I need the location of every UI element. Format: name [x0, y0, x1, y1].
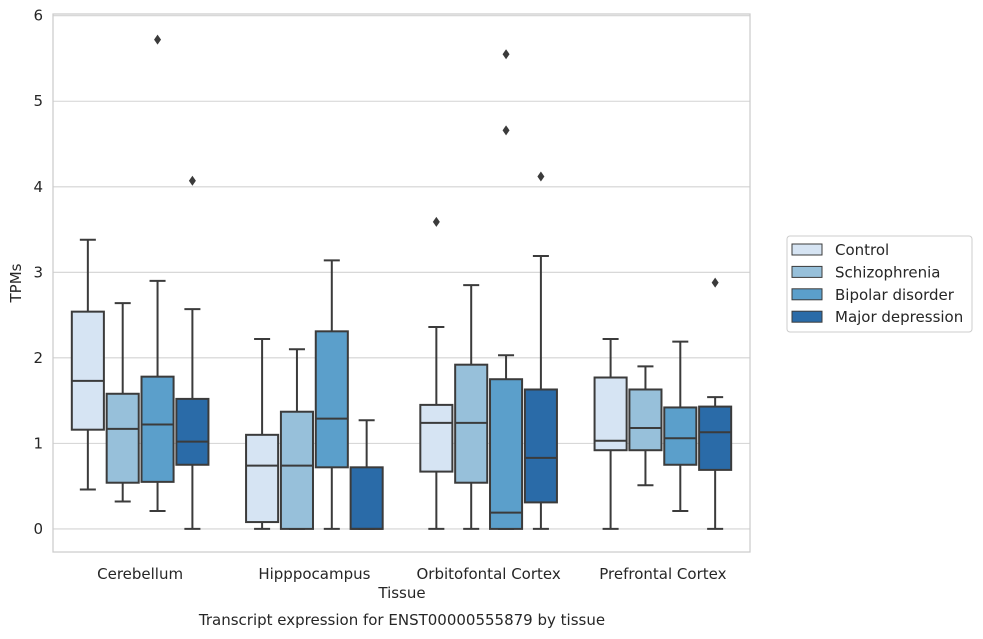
- y-tick-label: 6: [33, 7, 43, 25]
- box-major-depression: [523, 171, 558, 530]
- legend-item: Bipolar disorder: [791, 286, 955, 304]
- box-iqr: [489, 378, 524, 530]
- legend: Control Schizophrenia Bipolar disorder Majo…: [786, 235, 973, 333]
- outlier-point: [154, 34, 162, 45]
- legend-label: Schizophrenia: [835, 263, 940, 281]
- box-iqr: [314, 330, 349, 469]
- legend-label: Major depression: [835, 308, 963, 326]
- box-iqr: [175, 397, 210, 466]
- boxes: [70, 34, 733, 530]
- box-iqr: [628, 388, 663, 452]
- x-tick-label: Hipppocampus: [258, 565, 370, 583]
- box-iqr: [349, 466, 384, 530]
- box-control: [245, 338, 280, 530]
- box-iqr: [523, 388, 558, 504]
- x-tick-label: Orbitofontal Cortex: [417, 565, 561, 583]
- y-tick-label: 1: [33, 434, 43, 452]
- box-schizophrenia: [279, 348, 314, 530]
- y-tick-labels: 0 1 2 3 4 5 6: [33, 7, 43, 538]
- outlier-point: [502, 125, 510, 136]
- x-tick-label: Cerebellum: [97, 565, 183, 583]
- box-schizophrenia: [454, 284, 489, 530]
- legend-swatch: [791, 265, 823, 278]
- legend-label: Bipolar disorder: [835, 286, 955, 304]
- box-bipolar-disorder: [663, 340, 698, 512]
- y-tick-label: 5: [33, 92, 43, 110]
- box-iqr: [140, 375, 175, 483]
- box-control: [419, 216, 454, 530]
- x-tick-label: Prefrontal Cortex: [599, 565, 726, 583]
- plot-area-frame: [52, 13, 751, 553]
- box-control: [70, 238, 105, 491]
- box-bipolar-disorder: [489, 49, 524, 530]
- legend-swatch: [791, 288, 823, 301]
- legend-item: Major depression: [791, 308, 963, 326]
- box-control: [593, 338, 628, 530]
- y-tick-label: 2: [33, 349, 43, 367]
- legend-swatch: [791, 243, 823, 256]
- outlier-point: [502, 49, 510, 60]
- outlier-point: [711, 277, 719, 288]
- y-tick-label: 0: [33, 520, 43, 538]
- box-major-depression: [698, 277, 733, 530]
- box-major-depression: [349, 419, 384, 530]
- box-iqr: [593, 376, 628, 452]
- legend-frame: [786, 235, 973, 333]
- box-iqr: [105, 392, 140, 484]
- legend-item: Schizophrenia: [791, 263, 940, 281]
- y-axis-label: TPMs: [7, 263, 25, 303]
- box-bipolar-disorder: [314, 259, 349, 530]
- box-iqr: [663, 406, 698, 466]
- x-axis-label: Tissue: [377, 584, 425, 602]
- box-iqr: [70, 310, 105, 431]
- box-bipolar-disorder: [140, 34, 175, 512]
- y-tick-label: 3: [33, 263, 43, 281]
- box-iqr: [279, 410, 314, 530]
- box-iqr: [419, 403, 454, 473]
- outlier-point: [432, 216, 440, 227]
- outlier-point: [188, 175, 196, 186]
- legend-swatch: [791, 310, 823, 323]
- box-iqr: [245, 433, 280, 524]
- legend-item: Control: [791, 241, 889, 259]
- outlier-point: [537, 171, 545, 182]
- box-schizophrenia: [628, 365, 663, 487]
- y-tick-label: 4: [33, 178, 43, 196]
- box-iqr: [698, 405, 733, 471]
- box-major-depression: [175, 175, 210, 530]
- chart-caption: Transcript expression for ENST0000055587…: [198, 611, 605, 629]
- legend-label: Control: [835, 241, 889, 259]
- x-tick-labels: Cerebellum Hipppocampus Orbitofontal Corte…: [97, 565, 726, 583]
- box-schizophrenia: [105, 302, 140, 503]
